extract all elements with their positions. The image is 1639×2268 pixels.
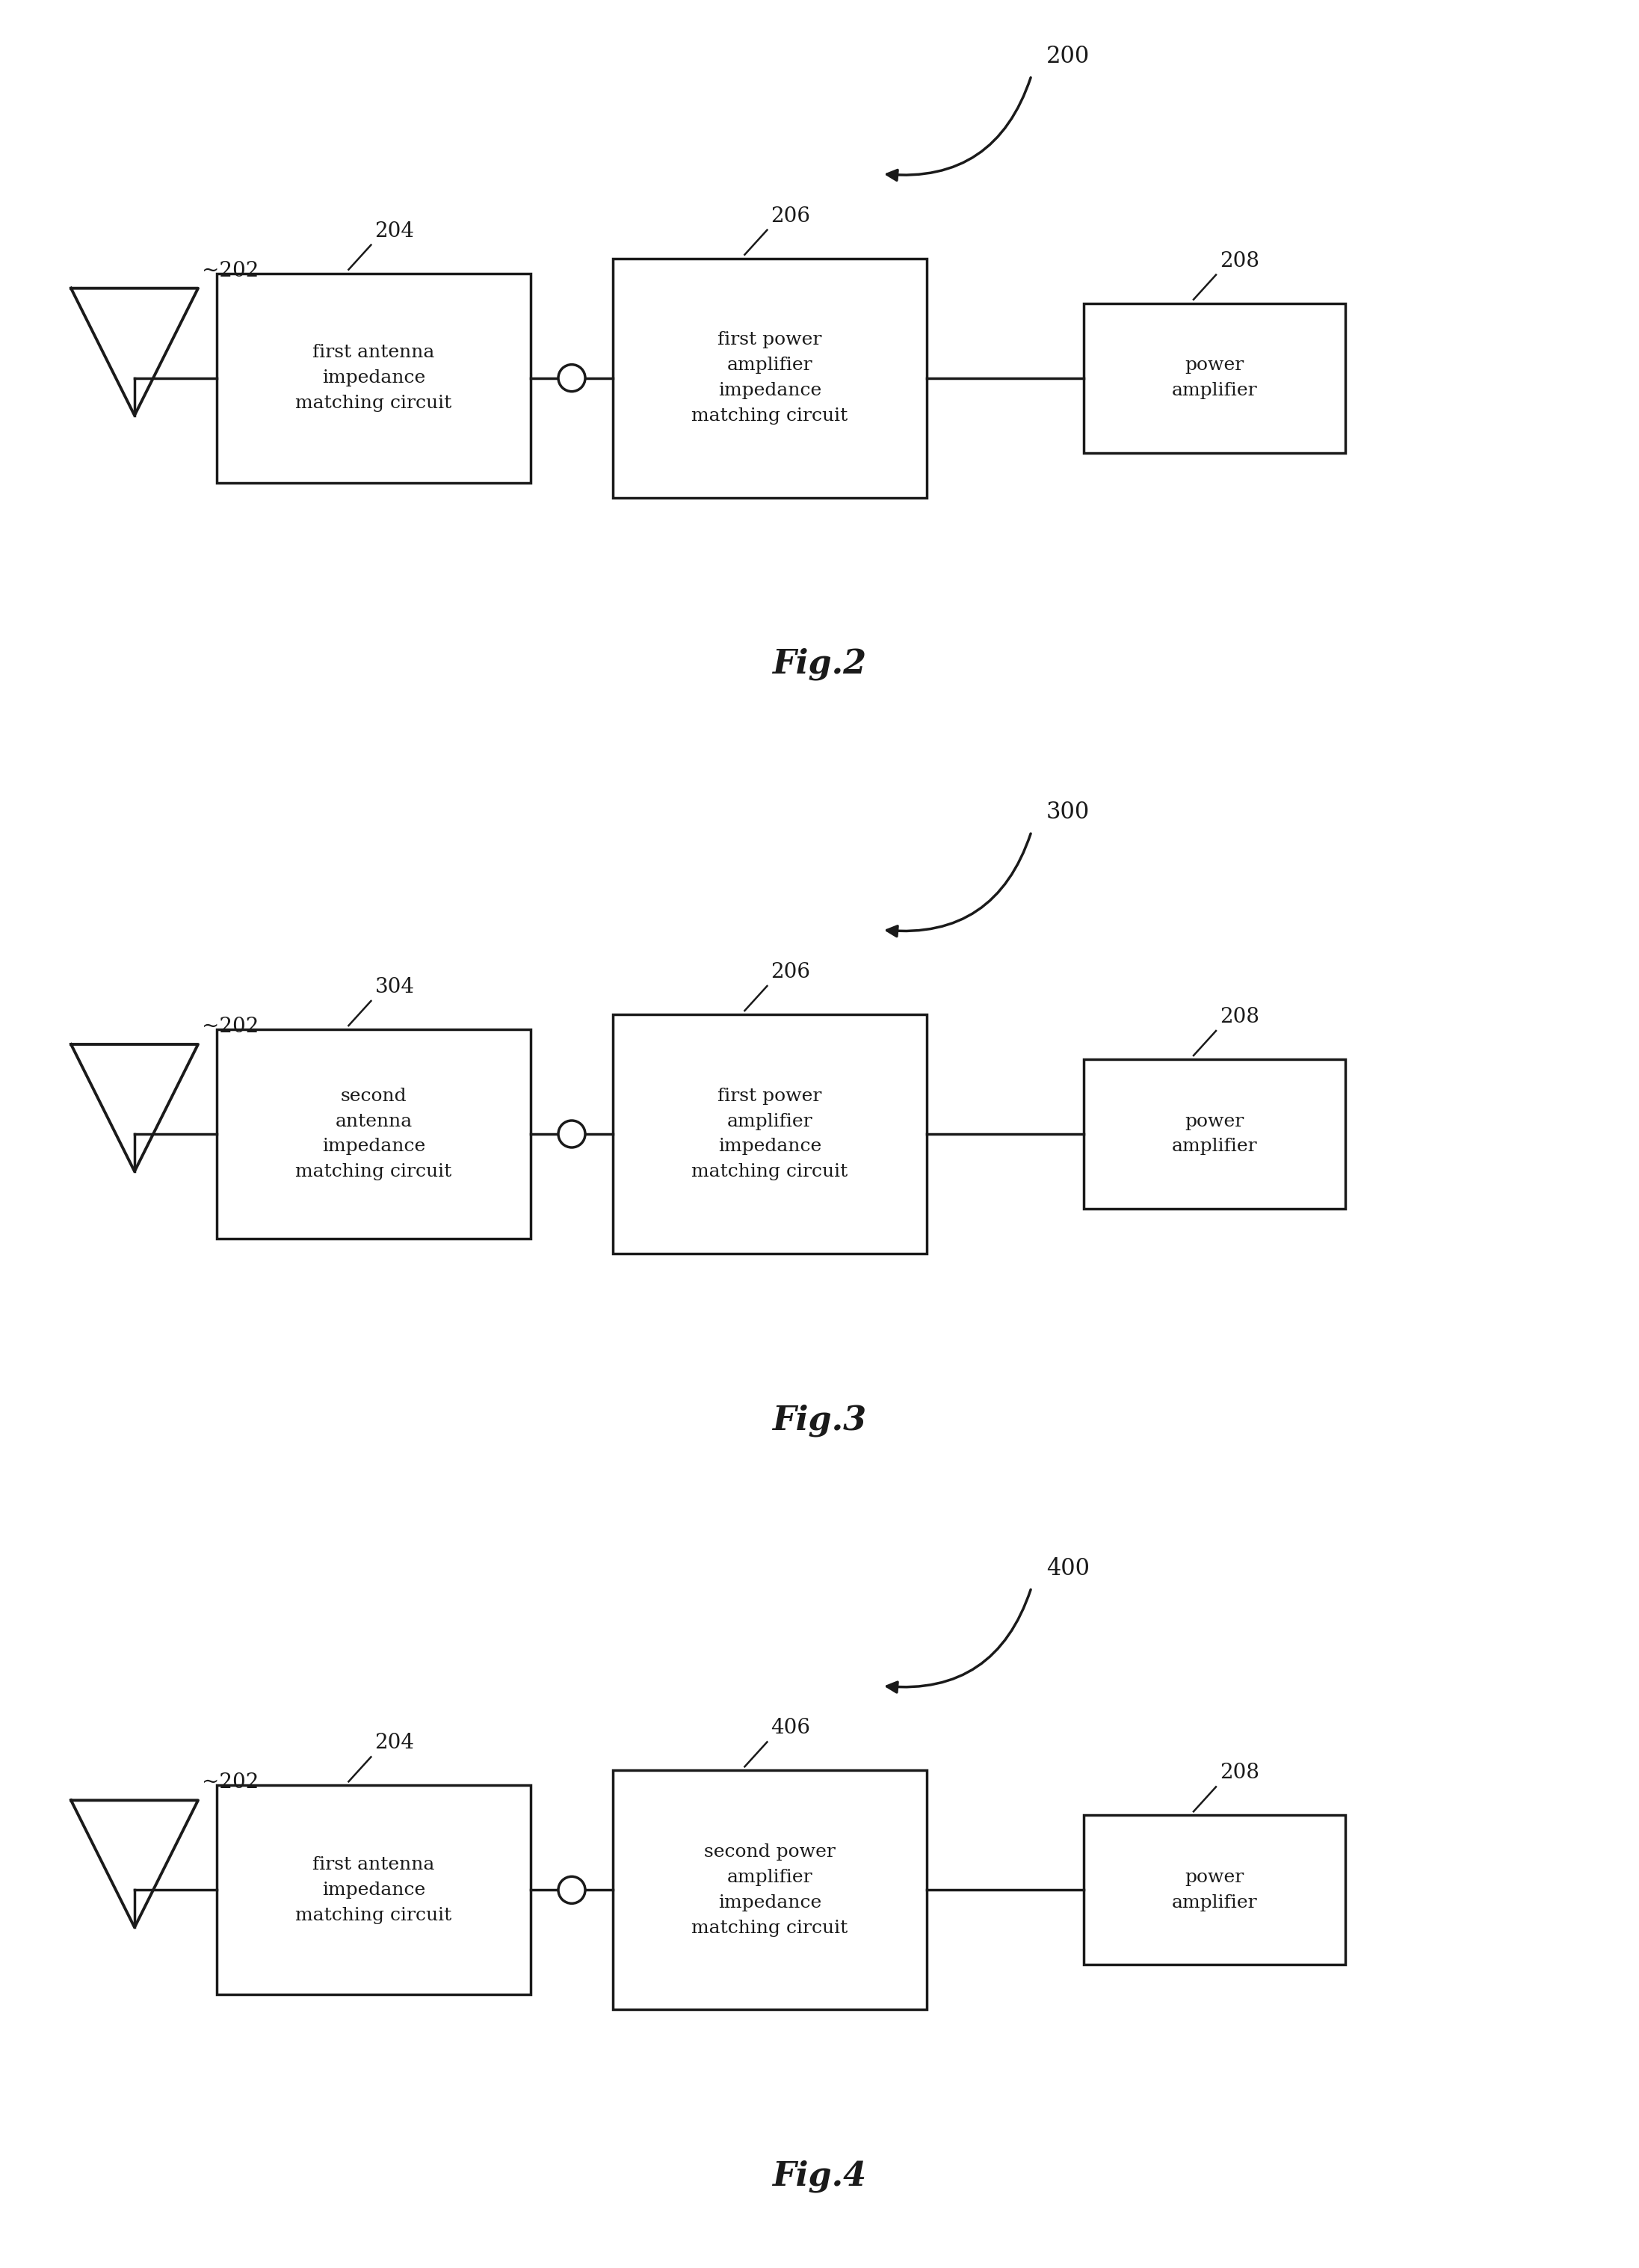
- Text: ~202: ~202: [202, 1774, 259, 1792]
- Text: power
amplifier: power amplifier: [1172, 1869, 1257, 1912]
- Text: power
amplifier: power amplifier: [1172, 356, 1257, 399]
- Bar: [216, 1785, 531, 1994]
- Text: first power
amplifier
impedance
matching circuit: first power amplifier impedance matching…: [692, 331, 847, 424]
- Text: 208: 208: [1219, 252, 1259, 272]
- Text: Fig.4: Fig.4: [772, 2159, 867, 2193]
- Text: power
amplifier: power amplifier: [1172, 1114, 1257, 1154]
- Text: first antenna
impedance
matching circuit: first antenna impedance matching circuit: [295, 1855, 452, 1923]
- Text: 204: 204: [375, 1733, 415, 1753]
- Text: 400: 400: [1046, 1556, 1090, 1581]
- Text: Fig.2: Fig.2: [772, 649, 867, 680]
- Bar: [1083, 304, 1346, 454]
- Text: first power
amplifier
impedance
matching circuit: first power amplifier impedance matching…: [692, 1086, 847, 1182]
- Bar: [1083, 1814, 1346, 1964]
- Circle shape: [559, 1120, 585, 1148]
- Bar: [216, 274, 531, 483]
- Text: ~202: ~202: [202, 1016, 259, 1036]
- Text: first antenna
impedance
matching circuit: first antenna impedance matching circuit: [295, 345, 452, 413]
- Bar: [216, 1030, 531, 1238]
- Text: 208: 208: [1219, 1007, 1259, 1027]
- Text: 304: 304: [375, 978, 415, 998]
- Text: 204: 204: [375, 220, 415, 240]
- Text: Fig.3: Fig.3: [772, 1404, 867, 1436]
- Text: 206: 206: [770, 206, 810, 227]
- Text: 406: 406: [770, 1719, 810, 1737]
- Bar: [613, 1771, 926, 2009]
- Text: 300: 300: [1046, 801, 1090, 823]
- Bar: [613, 259, 926, 497]
- Text: ~202: ~202: [202, 261, 259, 281]
- Text: second
antenna
impedance
matching circuit: second antenna impedance matching circui…: [295, 1086, 452, 1182]
- Bar: [1083, 1059, 1346, 1209]
- Circle shape: [559, 365, 585, 392]
- Text: 208: 208: [1219, 1762, 1259, 1783]
- Circle shape: [559, 1876, 585, 1903]
- Text: 200: 200: [1046, 45, 1090, 68]
- Text: 206: 206: [770, 962, 810, 982]
- Text: second power
amplifier
impedance
matching circuit: second power amplifier impedance matchin…: [692, 1844, 847, 1937]
- Bar: [613, 1014, 926, 1254]
